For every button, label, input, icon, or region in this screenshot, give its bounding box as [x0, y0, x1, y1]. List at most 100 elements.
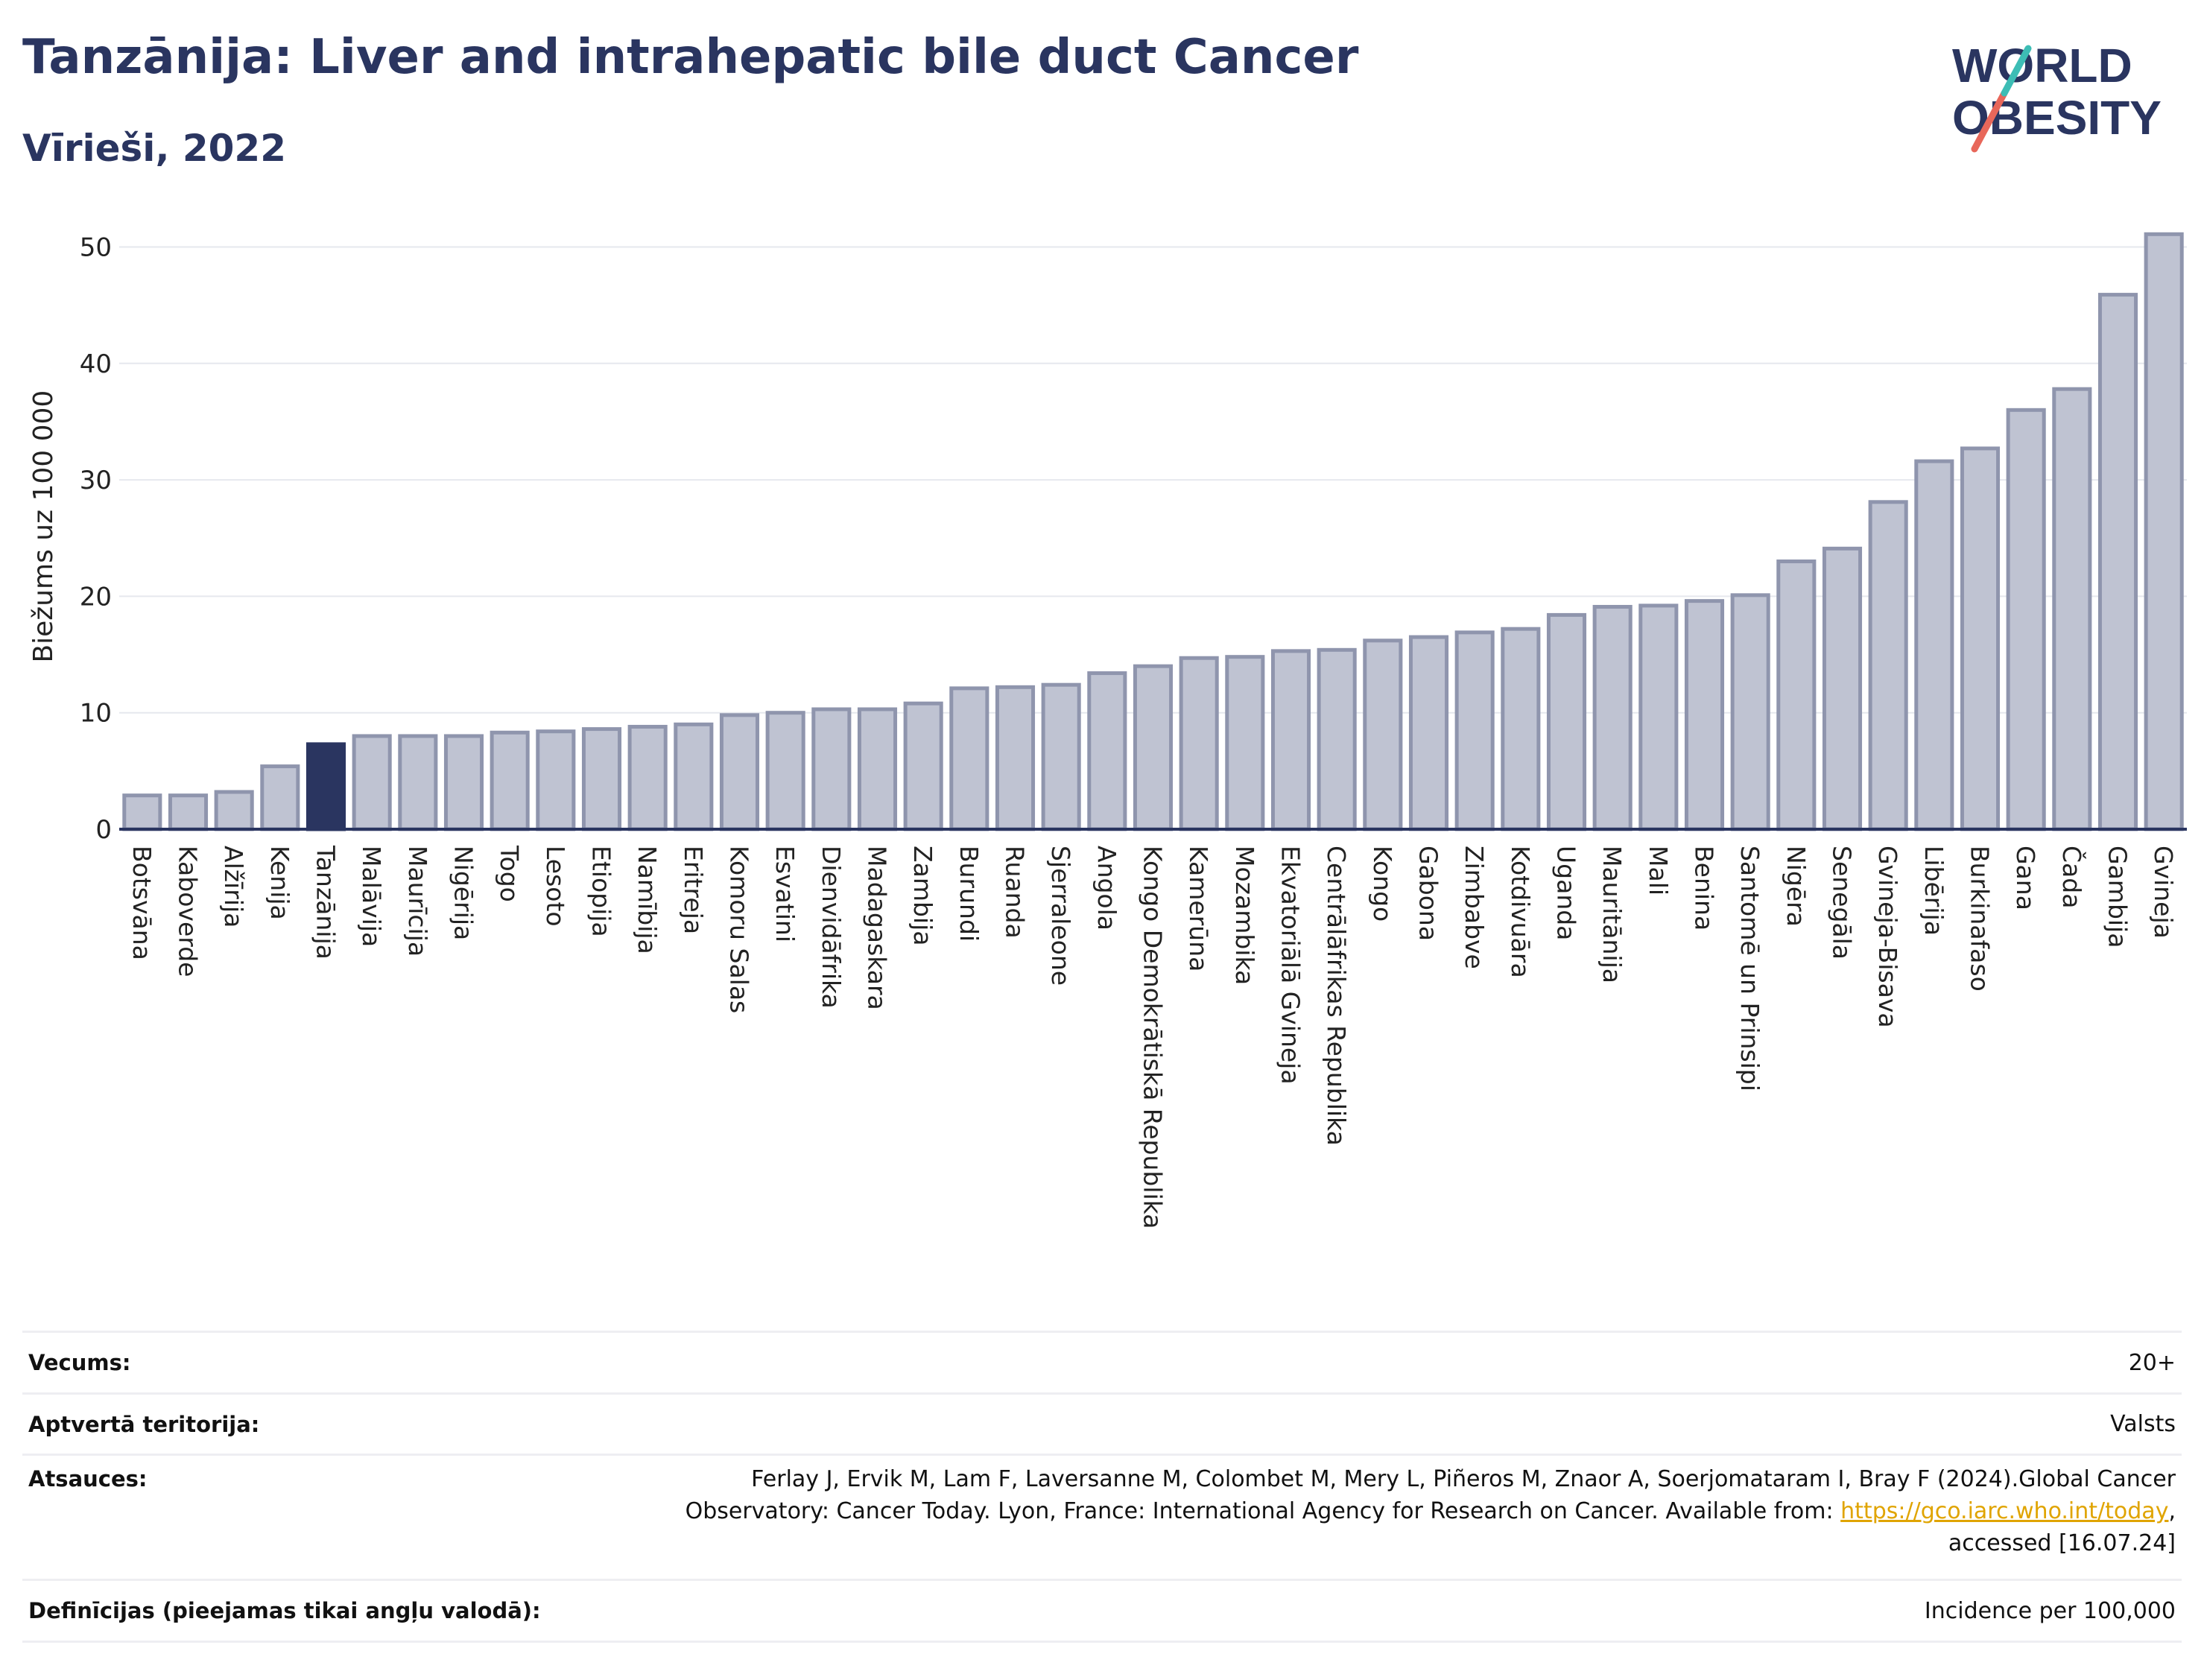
bar	[1868, 500, 1908, 831]
bar	[1225, 655, 1265, 831]
x-tick-label: Madagaskara	[863, 846, 892, 1010]
x-tick-label: Mali	[1644, 846, 1673, 896]
bar	[1270, 649, 1311, 831]
x-tick-label: Mozambika	[1230, 846, 1259, 985]
x-tick-label: Gvineja	[2149, 846, 2178, 939]
logo-line1: WORLD	[1952, 39, 2132, 92]
definitions-value: Incidence per 100,000	[1924, 1597, 2176, 1624]
bar	[1363, 638, 1403, 831]
x-tick-label: Libērija	[1919, 846, 1948, 936]
x-tick-label: Kaboverde	[174, 846, 203, 977]
bar	[1317, 647, 1357, 831]
bar	[1684, 599, 1725, 831]
definitions-label: Definīcijas (pieejamas tikai angļu valod…	[28, 1598, 541, 1623]
x-tick-label: Centrālāfrikas Republika	[1322, 846, 1351, 1146]
logo-slash-teal	[2001, 45, 2032, 97]
x-tick-label: Gana	[2011, 846, 2040, 910]
bar	[674, 722, 714, 831]
y-axis-label: Biežums uz 100 000	[28, 390, 59, 663]
y-tick-label: 10	[80, 699, 112, 729]
x-tick-label: Maurīcija	[403, 846, 432, 957]
y-tick-label: 20	[80, 582, 112, 612]
x-tick-label: Lesoto	[541, 846, 570, 927]
x-tick-label: Benina	[1690, 846, 1719, 931]
bar	[1730, 593, 1770, 831]
info-bottom-border	[22, 1641, 2182, 1643]
x-tick-label: Gambija	[2103, 846, 2132, 948]
bar	[260, 764, 300, 831]
x-tick-label: Burkinafaso	[1966, 846, 1995, 992]
x-tick-label: Namībija	[633, 846, 662, 954]
bar	[168, 793, 209, 831]
bar	[305, 742, 346, 831]
x-tick-label: Togo	[495, 845, 524, 902]
y-tick-label: 30	[80, 466, 112, 495]
bar	[398, 734, 438, 831]
x-tick-label: Esvatini	[770, 846, 799, 942]
y-tick-label: 50	[80, 233, 112, 263]
x-tick-label: Dienvidāfrika	[817, 846, 846, 1009]
references-text-4: accessed [16.07.24]	[1948, 1530, 2176, 1556]
x-tick-label: Čada	[2057, 846, 2087, 908]
bar	[1041, 682, 1081, 831]
x-tick-label: Kamerūna	[1184, 846, 1213, 971]
x-tick-label: Gvineja-Bisava	[1873, 846, 1902, 1028]
x-tick-label: Malāvija	[357, 846, 386, 947]
info-table: Vecums: 20+ Aptvertā teritorija: Valsts …	[22, 1331, 2182, 1643]
references-link[interactable]: https://gco.iarc.who.int/today	[1840, 1498, 2169, 1524]
bar	[949, 686, 989, 831]
bar	[1638, 603, 1679, 831]
bar	[1133, 664, 1174, 831]
bar	[2097, 293, 2138, 831]
x-tick-label: Tanzānija	[311, 845, 341, 960]
bar	[1960, 446, 2001, 831]
x-tick-label: Gabona	[1414, 846, 1443, 941]
bar	[122, 793, 162, 831]
age-label: Vecums:	[28, 1350, 131, 1375]
x-tick-label: Sjerraleone	[1046, 846, 1075, 986]
world-obesity-logo: WORLD OBESITY	[1952, 39, 2162, 153]
x-tick-label: Alžīrija	[219, 846, 248, 928]
bar	[1592, 604, 1633, 831]
bar	[214, 790, 254, 831]
x-tick-label: Uganda	[1552, 846, 1581, 940]
x-tick-label: Senegāla	[1828, 846, 1857, 960]
logo-line2: OBESITY	[1952, 91, 2162, 145]
bar	[2052, 387, 2092, 831]
x-tick-label: Ekvatoriālā Gvineja	[1276, 846, 1305, 1085]
bar	[1546, 612, 1587, 831]
bar	[765, 711, 805, 831]
bar	[1776, 560, 1817, 831]
territory-value: Valsts	[2110, 1411, 2176, 1437]
bar	[1914, 459, 1954, 831]
age-value: 20+	[2128, 1349, 2176, 1376]
x-tick-label: Etiopija	[587, 846, 616, 937]
references-text-1: Ferlay J, Ervik M, Lam F, Laversanne M, …	[751, 1466, 2176, 1492]
info-row-references: Atsauces: Ferlay J, Ervik M, Lam F, Lave…	[22, 1454, 2182, 1579]
bar	[719, 713, 760, 831]
bar-chart: 0 10 20 30 40 50 Biežums uz 100 000 Botsvāna Kab…	[28, 232, 2187, 1229]
territory-label: Aptvertā teritorija:	[28, 1411, 260, 1437]
bar	[627, 724, 668, 831]
bar	[490, 730, 530, 831]
info-row-age: Vecums: 20+	[22, 1331, 2182, 1392]
bar	[1454, 630, 1495, 831]
x-tick-label: Zambija	[908, 846, 937, 945]
info-row-definitions: Definīcijas (pieejamas tikai angļu valod…	[22, 1579, 2182, 1641]
x-tick-label: Kongo	[1368, 846, 1397, 922]
y-tick-label: 0	[95, 815, 112, 845]
bar	[2006, 408, 2046, 831]
x-tick-label: Zimbabve	[1460, 846, 1489, 969]
bar	[352, 734, 392, 831]
bar	[2144, 232, 2184, 831]
references-text-2: Observatory: Cancer Today. Lyon, France:…	[685, 1498, 1841, 1524]
chart-subtitle: Vīrieši, 2022	[22, 127, 287, 170]
x-tick-label: Ruanda	[1001, 846, 1030, 939]
x-tick-label: Eritreja	[679, 846, 708, 934]
x-tick-label: Kongo Demokrātiskā Republika	[1139, 846, 1168, 1229]
x-tick-label: Nigērija	[449, 846, 478, 940]
bar	[811, 707, 852, 831]
references-label: Atsauces:	[28, 1466, 148, 1492]
x-tick-label: Burundi	[954, 846, 984, 942]
bar	[1087, 671, 1127, 831]
